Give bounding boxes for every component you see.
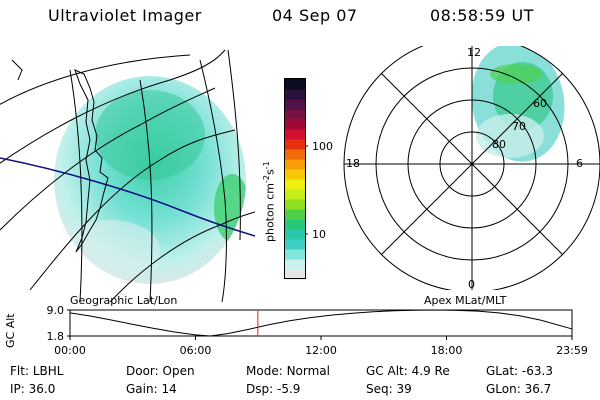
info-seq: Seq: 39 xyxy=(366,382,412,396)
geographic-label: Geographic Lat/Lon xyxy=(70,294,178,307)
geographic-map xyxy=(0,49,256,302)
colorbar-unit-label: photon cm-2s-1 xyxy=(262,161,277,242)
colorbar-cell xyxy=(285,139,305,150)
colorbar-cell xyxy=(285,149,305,160)
polar-lat-70: 70 xyxy=(512,120,526,133)
polar-lat-80: 80 xyxy=(492,138,506,151)
colorbar-cell xyxy=(285,109,305,120)
seq-label: Seq: xyxy=(366,382,393,396)
glon-value: 36.7 xyxy=(524,382,552,396)
door-value: Open xyxy=(162,364,195,378)
gcalt-value: 4.9 Re xyxy=(411,364,450,378)
ip-label: IP: xyxy=(10,382,25,396)
x-tick-label: 23:59 xyxy=(556,344,588,357)
colorbar-tick-100: 100 xyxy=(312,140,333,153)
instrument-title: Ultraviolet Imager xyxy=(48,6,202,25)
colorbar xyxy=(284,78,308,280)
gain-value: 14 xyxy=(161,382,177,396)
colorbar-cell xyxy=(285,229,305,240)
time-label: 08:58:59 UT xyxy=(430,6,534,25)
glat-label: GLat: xyxy=(486,364,519,378)
colorbar-cell xyxy=(285,129,305,140)
colorbar-cell xyxy=(285,99,305,110)
info-door: Door: Open xyxy=(126,364,195,378)
mode-label: Mode: xyxy=(246,364,283,378)
flt-value: LBHL xyxy=(32,364,64,378)
colorbar-cell xyxy=(285,89,305,100)
polar-hour-6: 6 xyxy=(576,157,583,170)
date-label: 04 Sep 07 xyxy=(272,6,358,25)
x-tick-label: 00:00 xyxy=(54,344,86,357)
dsp-value: -5.9 xyxy=(276,382,301,396)
colorbar-cell xyxy=(285,179,305,190)
gain-label: Gain: xyxy=(126,382,158,396)
y-tick-label: 9.0 xyxy=(47,304,65,317)
polar-hour-18: 18 xyxy=(346,157,360,170)
colorbar-cell xyxy=(285,209,305,220)
info-gain: Gain: 14 xyxy=(126,382,177,396)
info-dsp: Dsp: -5.9 xyxy=(246,382,300,396)
info-gcalt: GC Alt: 4.9 Re xyxy=(366,364,450,378)
info-flt: Flt: LBHL xyxy=(10,364,63,378)
colorbar-tick-10: 10 xyxy=(312,228,326,241)
seq-value: 39 xyxy=(396,382,412,396)
altitude-series-line xyxy=(69,309,572,337)
gcalt-label: GC Alt: xyxy=(366,364,408,378)
y-tick-label: 1.8 xyxy=(47,330,65,343)
glon-label: GLon: xyxy=(486,382,521,396)
info-glat: GLat: -63.3 xyxy=(486,364,553,378)
x-tick-label: 12:00 xyxy=(305,344,337,357)
ip-value: 36.0 xyxy=(28,382,56,396)
x-tick-label: 06:00 xyxy=(180,344,212,357)
unit-s: s xyxy=(263,169,277,176)
colorbar-cell xyxy=(285,79,305,90)
unit-photon: photon cm xyxy=(263,183,277,242)
colorbar-cell xyxy=(285,219,305,230)
colorbar-cell xyxy=(285,189,305,200)
polar-plot xyxy=(343,46,600,290)
apex-label: Apex MLat/MLT xyxy=(424,294,507,307)
polar-hour-12: 12 xyxy=(467,46,481,59)
colorbar-cell xyxy=(285,269,305,280)
colorbar-cell xyxy=(285,199,305,210)
info-glon: GLon: 36.7 xyxy=(486,382,551,396)
colorbar-cell xyxy=(285,239,305,250)
flt-label: Flt: xyxy=(10,364,29,378)
colorbar-cell xyxy=(285,259,305,270)
door-label: Door: xyxy=(126,364,159,378)
altitude-ylabel: GC Alt xyxy=(4,313,17,348)
altitude-chart: 9.0 1.800:00 06:00 12:00 18:00 23:59 xyxy=(47,304,588,357)
info-mode: Mode: Normal xyxy=(246,364,330,378)
polar-lat-60: 60 xyxy=(533,97,547,110)
colorbar-cell xyxy=(285,169,305,180)
dsp-label: Dsp: xyxy=(246,382,274,396)
colorbar-cell xyxy=(285,159,305,170)
chart-frame xyxy=(69,309,573,337)
unit-exp-cm: -2 xyxy=(262,175,271,184)
x-tick-label: 18:00 xyxy=(431,344,463,357)
polar-hour-0: 0 xyxy=(468,278,475,291)
colorbar-cell xyxy=(285,249,305,260)
unit-exp-s: -1 xyxy=(262,161,271,170)
mode-value: Normal xyxy=(286,364,330,378)
info-ip: IP: 36.0 xyxy=(10,382,55,396)
colorbar-cell xyxy=(285,119,305,130)
glat-value: -63.3 xyxy=(521,364,553,378)
